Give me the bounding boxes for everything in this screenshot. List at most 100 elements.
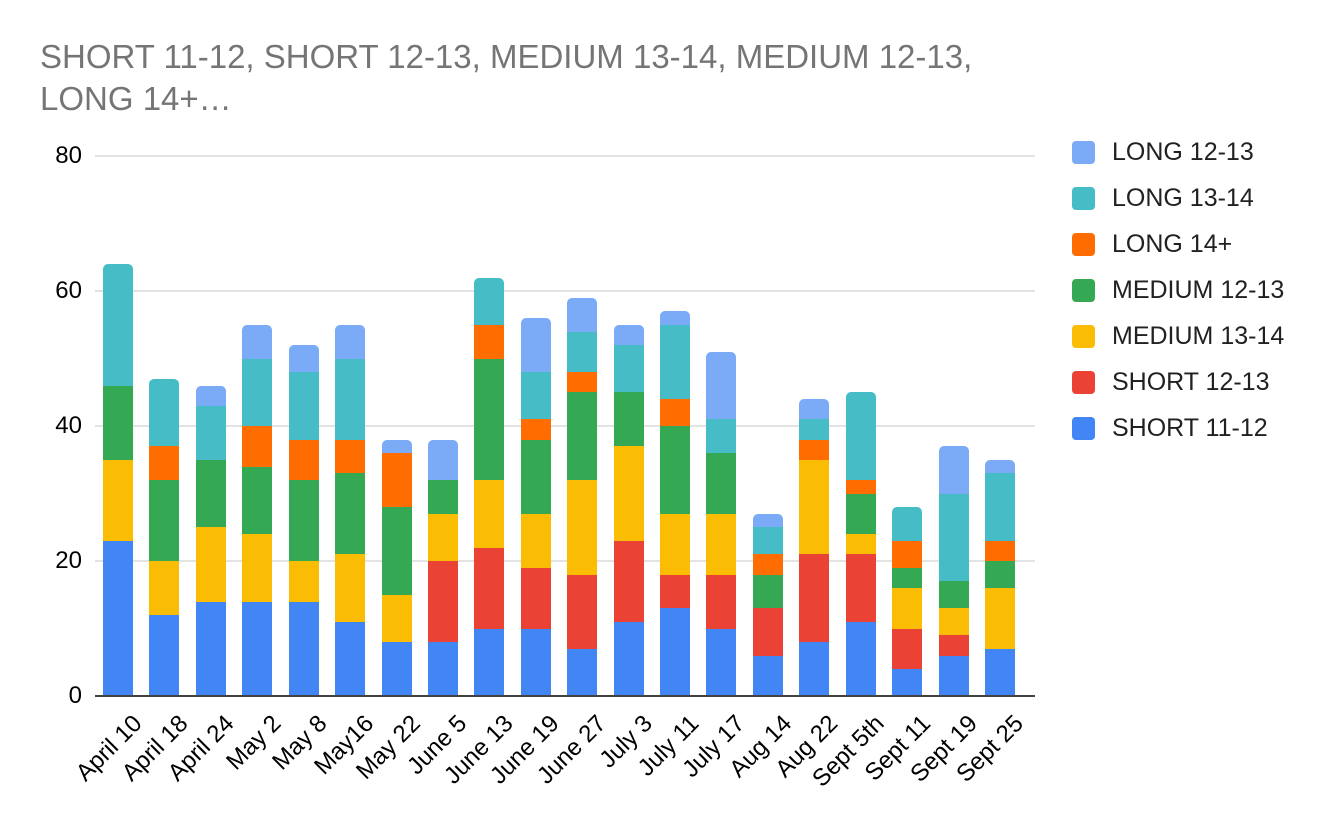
bar-segment-short-12-13[interactable] <box>752 608 783 656</box>
bar-segment-long-12-13[interactable] <box>567 297 598 332</box>
bar-segment-long-14+[interactable] <box>845 480 876 494</box>
bar-segment-medium-13-14[interactable] <box>613 446 644 541</box>
bar-segment-long-13-14[interactable] <box>613 345 644 393</box>
bar-segment-medium-12-13[interactable] <box>520 439 551 514</box>
bar-segment-medium-12-13[interactable] <box>427 480 458 514</box>
bar-segment-medium-12-13[interactable] <box>752 574 783 609</box>
bar-sept-5th[interactable] <box>845 392 876 696</box>
bar-segment-short-12-13[interactable] <box>474 547 505 629</box>
bar-segment-long-13-14[interactable] <box>520 372 551 420</box>
bar-segment-long-12-13[interactable] <box>984 459 1015 474</box>
bar-sept-19[interactable] <box>938 446 969 696</box>
bar-segment-medium-12-13[interactable] <box>195 459 226 528</box>
bar-segment-long-12-13[interactable] <box>706 351 737 420</box>
bar-segment-medium-13-14[interactable] <box>799 459 830 555</box>
bar-april-24[interactable] <box>195 385 226 696</box>
legend-item-medium-12-13[interactable]: MEDIUM 12-13 <box>1072 278 1284 303</box>
bar-segment-long-14+[interactable] <box>567 372 598 393</box>
bar-segment-short-11-12[interactable] <box>660 608 691 696</box>
bar-segment-long-13-14[interactable] <box>845 392 876 480</box>
bar-segment-long-13-14[interactable] <box>706 419 737 453</box>
bar-june-19[interactable] <box>520 318 551 696</box>
bar-segment-short-11-12[interactable] <box>799 642 830 696</box>
bar-segment-short-11-12[interactable] <box>938 655 969 696</box>
bar-segment-long-14+[interactable] <box>242 426 273 467</box>
bar-segment-long-12-13[interactable] <box>799 399 830 420</box>
bar-segment-medium-13-14[interactable] <box>288 561 319 602</box>
legend-item-medium-13-14[interactable]: MEDIUM 13-14 <box>1072 324 1284 349</box>
bar-segment-medium-12-13[interactable] <box>892 567 923 588</box>
bar-segment-short-11-12[interactable] <box>892 669 923 696</box>
bar-segment-long-12-13[interactable] <box>195 385 226 406</box>
bar-segment-medium-12-13[interactable] <box>149 480 180 561</box>
bar-segment-long-14+[interactable] <box>892 540 923 568</box>
legend-item-long-13-14[interactable]: LONG 13-14 <box>1072 186 1284 211</box>
bar-april-18[interactable] <box>149 378 180 696</box>
bar-segment-medium-13-14[interactable] <box>381 594 412 642</box>
bar-segment-medium-13-14[interactable] <box>474 480 505 548</box>
bar-segment-long-13-14[interactable] <box>335 358 366 440</box>
bar-segment-long-14+[interactable] <box>799 439 830 460</box>
bar-segment-long-13-14[interactable] <box>567 331 598 372</box>
bar-segment-short-11-12[interactable] <box>752 655 783 696</box>
bar-segment-long-14+[interactable] <box>520 419 551 440</box>
bar-segment-medium-12-13[interactable] <box>474 358 505 480</box>
bar-segment-medium-12-13[interactable] <box>335 473 366 555</box>
bar-segment-medium-12-13[interactable] <box>660 426 691 514</box>
bar-may16[interactable] <box>335 324 366 696</box>
bar-segment-medium-12-13[interactable] <box>706 453 737 514</box>
bar-may-2[interactable] <box>242 324 273 696</box>
bar-segment-short-11-12[interactable] <box>984 648 1015 696</box>
bar-july-3[interactable] <box>613 324 644 696</box>
bar-may-8[interactable] <box>288 345 319 696</box>
bar-segment-long-13-14[interactable] <box>938 493 969 582</box>
bar-segment-medium-12-13[interactable] <box>567 392 598 480</box>
bar-segment-medium-12-13[interactable] <box>288 480 319 561</box>
bar-segment-short-11-12[interactable] <box>195 601 226 696</box>
bar-segment-long-13-14[interactable] <box>752 527 783 555</box>
bar-segment-medium-13-14[interactable] <box>103 459 133 541</box>
bar-segment-long-14+[interactable] <box>381 453 412 507</box>
bar-segment-long-13-14[interactable] <box>984 473 1015 541</box>
legend-item-short-11-12[interactable]: SHORT 11-12 <box>1072 416 1284 441</box>
bar-segment-short-11-12[interactable] <box>149 615 180 696</box>
bar-segment-long-12-13[interactable] <box>381 439 412 453</box>
bar-segment-medium-12-13[interactable] <box>984 561 1015 588</box>
bar-segment-long-14+[interactable] <box>984 540 1015 561</box>
bar-segment-long-12-13[interactable] <box>335 324 366 359</box>
bar-segment-medium-12-13[interactable] <box>103 385 133 460</box>
bar-segment-long-14+[interactable] <box>149 446 180 480</box>
bar-segment-short-12-13[interactable] <box>799 554 830 642</box>
bar-segment-short-11-12[interactable] <box>242 601 273 696</box>
bar-segment-long-12-13[interactable] <box>288 345 319 372</box>
bar-segment-long-13-14[interactable] <box>660 324 691 399</box>
bar-june-13[interactable] <box>474 277 505 696</box>
bar-segment-short-11-12[interactable] <box>103 540 133 696</box>
bar-segment-medium-13-14[interactable] <box>427 513 458 561</box>
bar-segment-medium-13-14[interactable] <box>335 554 366 622</box>
bar-segment-long-12-13[interactable] <box>242 324 273 359</box>
bar-segment-short-12-13[interactable] <box>613 540 644 622</box>
bar-segment-long-14+[interactable] <box>335 439 366 474</box>
bar-segment-short-12-13[interactable] <box>938 635 969 656</box>
bar-segment-short-11-12[interactable] <box>520 628 551 696</box>
bar-segment-long-13-14[interactable] <box>474 277 505 325</box>
bar-segment-long-14+[interactable] <box>752 554 783 575</box>
bar-segment-long-13-14[interactable] <box>799 419 830 440</box>
bar-segment-medium-12-13[interactable] <box>242 466 273 534</box>
bar-segment-medium-13-14[interactable] <box>242 534 273 602</box>
bar-segment-medium-13-14[interactable] <box>149 561 180 615</box>
bar-aug-14[interactable] <box>752 513 783 696</box>
bar-segment-long-14+[interactable] <box>660 399 691 426</box>
bar-segment-short-11-12[interactable] <box>288 601 319 696</box>
legend-item-short-12-13[interactable]: SHORT 12-13 <box>1072 370 1284 395</box>
bar-segment-medium-13-14[interactable] <box>660 513 691 575</box>
bar-segment-long-14+[interactable] <box>288 439 319 480</box>
bar-segment-short-11-12[interactable] <box>613 621 644 696</box>
bar-segment-long-12-13[interactable] <box>520 318 551 372</box>
bar-sept-11[interactable] <box>892 507 923 696</box>
bar-segment-short-12-13[interactable] <box>706 574 737 629</box>
bar-june-5[interactable] <box>427 439 458 696</box>
bar-may-22[interactable] <box>381 439 412 696</box>
bar-segment-short-11-12[interactable] <box>706 628 737 696</box>
